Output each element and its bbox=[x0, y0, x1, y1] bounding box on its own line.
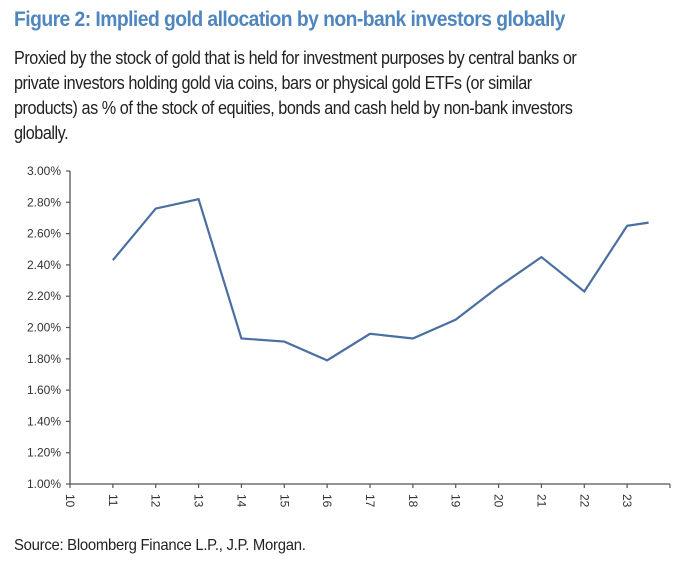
y-tick-label: 1.20% bbox=[27, 446, 61, 460]
x-tick-label: 16 bbox=[320, 494, 334, 508]
y-tick-label: 1.00% bbox=[27, 477, 61, 491]
figure-subtitle: Proxied by the stock of gold that is hel… bbox=[14, 46, 639, 146]
y-tick-label: 2.20% bbox=[27, 289, 61, 303]
x-tick-label: 14 bbox=[234, 494, 248, 508]
y-tick-label: 2.60% bbox=[27, 227, 61, 241]
x-tick-label: 12 bbox=[149, 494, 163, 508]
y-tick-label: 1.80% bbox=[27, 352, 61, 366]
subtitle-line: private investors holding gold via coins… bbox=[14, 73, 532, 93]
x-tick-label: 19 bbox=[449, 494, 463, 508]
source-note: Source: Bloomberg Finance L.P., J.P. Mor… bbox=[14, 537, 306, 554]
subtitle-line: globally. bbox=[14, 123, 69, 143]
y-tick-label: 2.40% bbox=[27, 258, 61, 272]
x-tick-label: 20 bbox=[492, 494, 506, 508]
y-tick-label: 1.40% bbox=[27, 414, 61, 428]
y-tick-label: 2.80% bbox=[27, 195, 61, 209]
y-tick-label: 1.60% bbox=[27, 383, 61, 397]
x-tick-label: 21 bbox=[534, 494, 548, 508]
subtitle-line: products) as % of the stock of equities,… bbox=[14, 98, 573, 118]
x-tick-label: 10 bbox=[63, 494, 77, 508]
x-tick-label: 23 bbox=[620, 494, 634, 508]
y-tick-label: 3.00% bbox=[27, 164, 61, 178]
x-tick-label: 22 bbox=[577, 494, 591, 508]
y-tick-label: 2.00% bbox=[27, 321, 61, 335]
subtitle-line: Proxied by the stock of gold that is hel… bbox=[14, 48, 577, 68]
x-tick-label: 17 bbox=[363, 494, 377, 508]
series-line bbox=[112, 197, 649, 362]
x-tick-label: 18 bbox=[406, 494, 420, 508]
x-tick-label: 13 bbox=[192, 494, 206, 508]
figure-title: Figure 2: Implied gold allocation by non… bbox=[14, 8, 565, 31]
x-tick-label: 11 bbox=[106, 494, 120, 507]
x-tick-label: 15 bbox=[277, 494, 291, 508]
